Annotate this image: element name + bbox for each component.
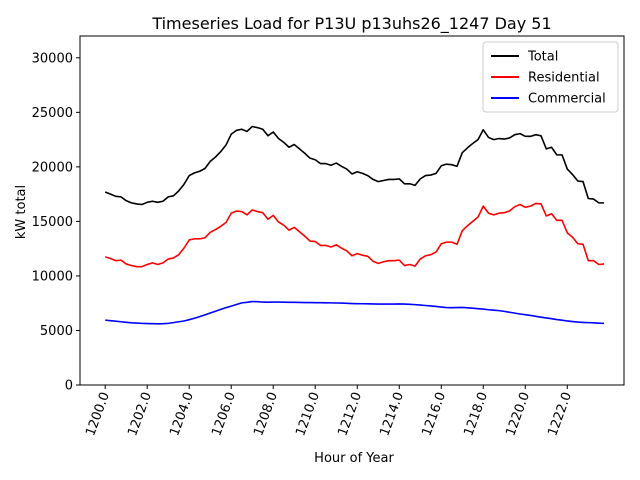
series-line-commercial <box>105 300 605 325</box>
series-line-total <box>104 125 605 206</box>
legend-box <box>482 41 619 113</box>
y-tick-label: 15000 <box>32 215 73 230</box>
legend: Total Residential Commercial <box>482 41 619 113</box>
legend-label-residential: Residential <box>528 71 600 86</box>
chart-title: Timeseries Load for P13U p13uhs26_1247 D… <box>151 14 551 34</box>
legend-label-total: Total <box>527 50 558 65</box>
y-tick-label: 25000 <box>32 106 73 121</box>
series-layer <box>104 125 605 325</box>
plot-frame <box>79 35 625 386</box>
y-tick-label: 20000 <box>32 160 73 175</box>
y-tick-label: 10000 <box>32 269 73 284</box>
y-tick-label: 0 <box>65 379 73 394</box>
y-axis-title: kW total <box>14 185 29 239</box>
y-tick-label: 5000 <box>40 324 73 339</box>
y-tick-label: 30000 <box>32 51 73 66</box>
legend-label-commercial: Commercial <box>528 92 606 107</box>
x-axis-title: Hour of Year <box>314 451 394 466</box>
series-line-residential <box>104 202 605 268</box>
